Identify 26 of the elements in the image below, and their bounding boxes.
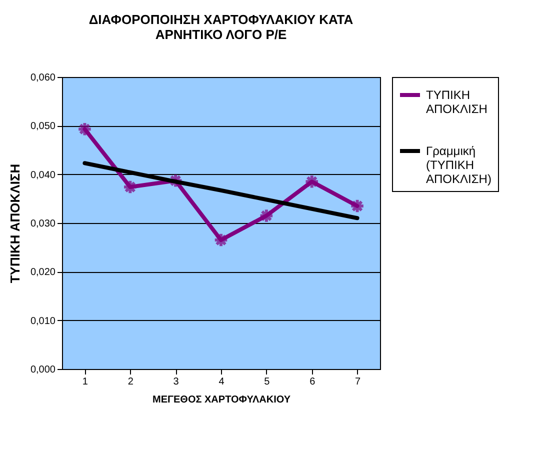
- y-tick-label: 0,010: [30, 316, 56, 327]
- x-tick-label: 7: [355, 376, 362, 388]
- point: [213, 232, 229, 248]
- y-tick-label: 0,000: [30, 364, 56, 376]
- point: [304, 174, 320, 190]
- x-tick-label: 3: [173, 376, 180, 388]
- text: ΑΡΝΗΤΙΚΟ ΛΟΓΟ Ρ/Ε: [155, 27, 287, 42]
- point: [122, 179, 138, 195]
- y-tick-label: 0,060: [30, 72, 56, 84]
- x-axis-title: ΜΕΓΕΘΟΣ ΧΑΡΤΟΦΥΛΑΚΙΟΥ: [152, 394, 291, 406]
- legend-label: ΤΥΠΙΚΗ ΑΠΟΚΛΙΣΗ: [426, 88, 488, 116]
- x-tick-label: 5: [264, 376, 270, 388]
- y-tick-label: 0,040: [30, 170, 56, 181]
- point: [350, 198, 365, 214]
- y-tick-label: 0,050: [30, 121, 56, 132]
- x-tick-label: 1: [82, 376, 88, 388]
- point: [258, 208, 274, 224]
- y-tick-label: 0,020: [30, 267, 56, 278]
- x-tick-label: 6: [310, 376, 316, 388]
- point: [77, 121, 92, 137]
- y-tick-label: 0,030: [30, 218, 56, 230]
- text: ΔΙΑΦΟΡΟΠΟΙΗΣΗ ΧΑΡΤΟΦΥΛΑΚΙΟΥ ΚΑΤΑ: [88, 12, 354, 27]
- y-axis-title: ΤΥΠΙΚΗ ΑΠΟΚΛΙΣΗ: [7, 164, 22, 284]
- legend-label: Γραμμική (ΤΥΠΙΚΗ ΑΠΟΚΛΙΣΗ): [426, 144, 492, 186]
- x-tick-label: 4: [218, 376, 225, 388]
- x-tick-label: 2: [128, 376, 134, 388]
